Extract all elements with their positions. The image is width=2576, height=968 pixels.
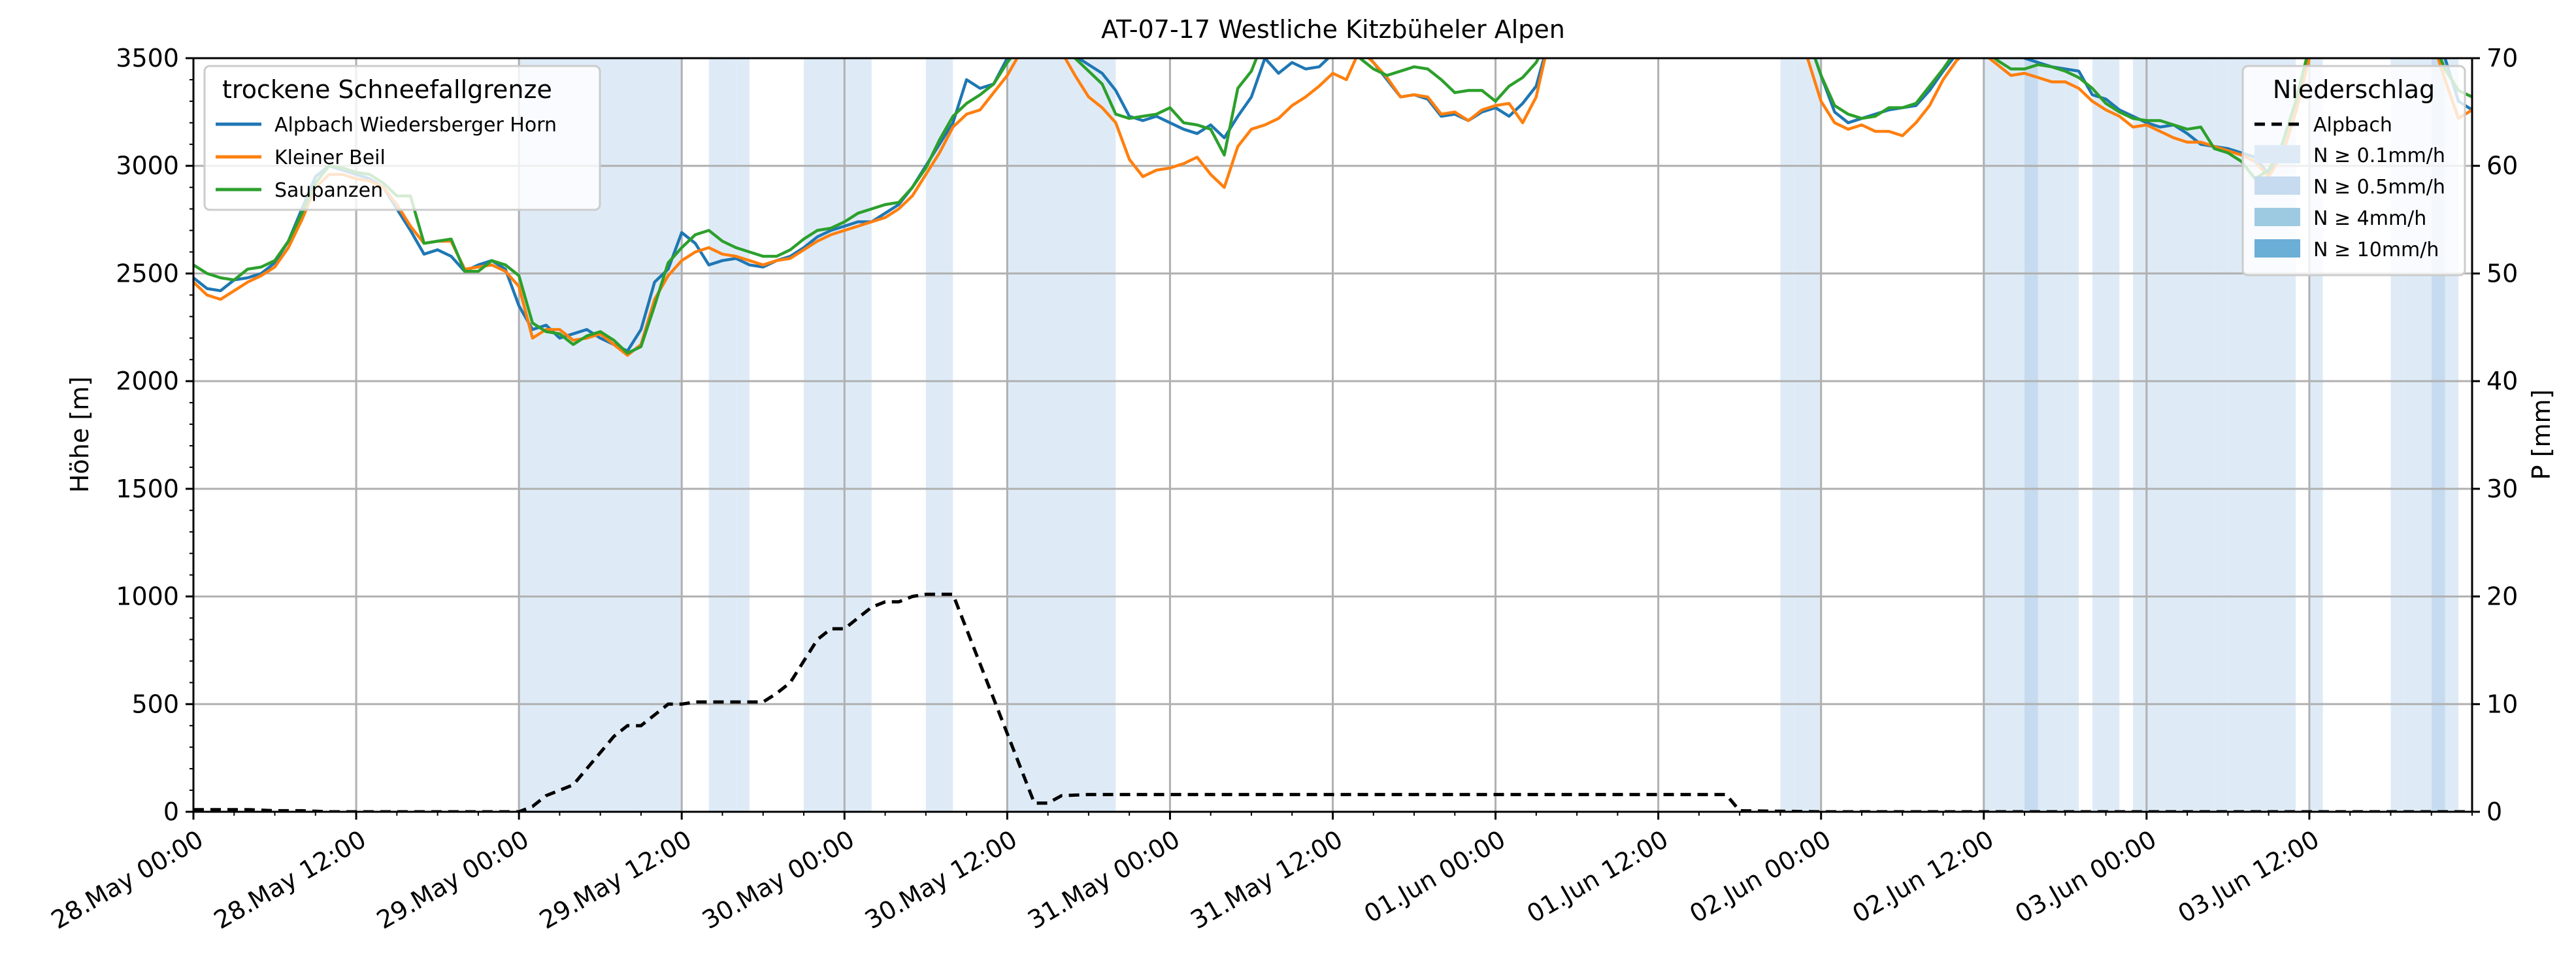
y-tick-label-left: 3000 — [116, 152, 179, 180]
y-axis-left-label: Höhe [m] — [65, 376, 94, 493]
y-tick-label-left: 1000 — [116, 582, 179, 611]
legend-precip-class-swatch-1 — [2254, 176, 2300, 195]
precip-band — [2133, 58, 2215, 812]
precip-bands — [519, 58, 2459, 812]
y-tick-label-left: 2000 — [116, 367, 179, 395]
y-axis-right-label: P [mm] — [2527, 390, 2556, 480]
legend-precip-class-swatch-2 — [2254, 208, 2300, 226]
legend-precip-line-label: Alpbach — [2313, 114, 2392, 137]
legend-snow-box — [203, 65, 601, 211]
precip-band — [2038, 58, 2066, 812]
legend-precip-class-2: N ≥ 4mm/h — [2313, 207, 2426, 230]
precip-line-alpbach — [193, 592, 2472, 812]
precip-band — [804, 58, 845, 812]
precip-band — [2092, 58, 2106, 812]
precip-band — [708, 58, 736, 812]
precip-band — [1794, 58, 1821, 812]
legend-precip-class-1: N ≥ 0.5mm/h — [2313, 176, 2445, 199]
precip-band — [736, 58, 750, 812]
precip-band — [2105, 58, 2120, 812]
y-tick-label-right: 40 — [2486, 367, 2518, 395]
y-tick-label-left: 3500 — [116, 44, 179, 73]
y-axis-left: 0 500 1000 1500 2000 2500 3000 3500 — [116, 44, 193, 826]
chart-title: AT-07-17 Westliche Kitzbüheler Alpen — [1101, 15, 1565, 44]
precip-band — [2065, 58, 2079, 812]
legend-snow-entry-2: Saupanzen — [274, 179, 383, 202]
legend-snow-entry-0: Alpbach Wiedersberger Horn — [274, 114, 557, 137]
y-tick-label-left: 2500 — [116, 259, 179, 288]
precip-band — [1088, 58, 1116, 812]
legend-precip-class-swatch-0 — [2254, 145, 2300, 163]
y-tick-label-right: 10 — [2486, 690, 2518, 718]
y-tick-label-right: 60 — [2486, 152, 2518, 180]
legend-snow: trockene Schneefallgrenze Alpbach Wieder… — [203, 65, 601, 211]
y-tick-label-right: 70 — [2486, 44, 2518, 73]
y-tick-label-left: 0 — [163, 797, 179, 826]
legend-precip: Niederschlag Alpbach N ≥ 0.1mm/h N ≥ 0.5… — [2241, 65, 2466, 276]
y-tick-label-right: 30 — [2486, 475, 2518, 503]
y-tick-label-left: 500 — [131, 690, 179, 718]
precip-band — [844, 58, 872, 812]
precip-band — [1983, 58, 2025, 812]
y-axis-right: 0 10 20 30 40 50 60 70 — [2472, 44, 2518, 826]
y-tick-label-right: 20 — [2486, 582, 2518, 611]
series-lines — [193, 58, 2472, 357]
precip-band — [1007, 58, 1089, 812]
legend-snow-entry-1: Kleiner Beil — [274, 146, 386, 169]
y-tick-label-right: 0 — [2486, 797, 2502, 826]
precip-band — [1780, 58, 1794, 812]
legend-precip-title: Niederschlag — [2273, 75, 2435, 104]
y-tick-label-right: 50 — [2486, 259, 2518, 288]
legend-precip-class-swatch-3 — [2254, 239, 2300, 258]
legend-precip-class-3: N ≥ 10mm/h — [2313, 239, 2439, 261]
legend-snow-title: trockene Schneefallgrenze — [222, 75, 552, 104]
series-line-2 — [193, 58, 2472, 355]
series-line-0 — [193, 58, 2472, 353]
y-tick-label-left: 1500 — [116, 475, 179, 503]
precip-band — [2024, 58, 2038, 812]
legend-precip-class-0: N ≥ 0.1mm/h — [2313, 144, 2445, 167]
precip-band — [925, 58, 953, 812]
precip-band — [2214, 58, 2228, 812]
